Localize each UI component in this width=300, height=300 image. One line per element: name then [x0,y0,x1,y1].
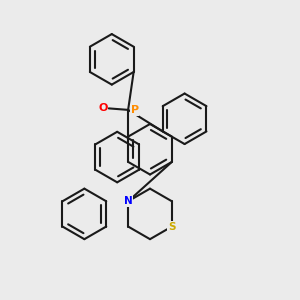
Text: N: N [124,196,133,206]
Text: P: P [130,105,139,115]
Text: S: S [168,221,176,232]
Text: O: O [98,103,107,113]
